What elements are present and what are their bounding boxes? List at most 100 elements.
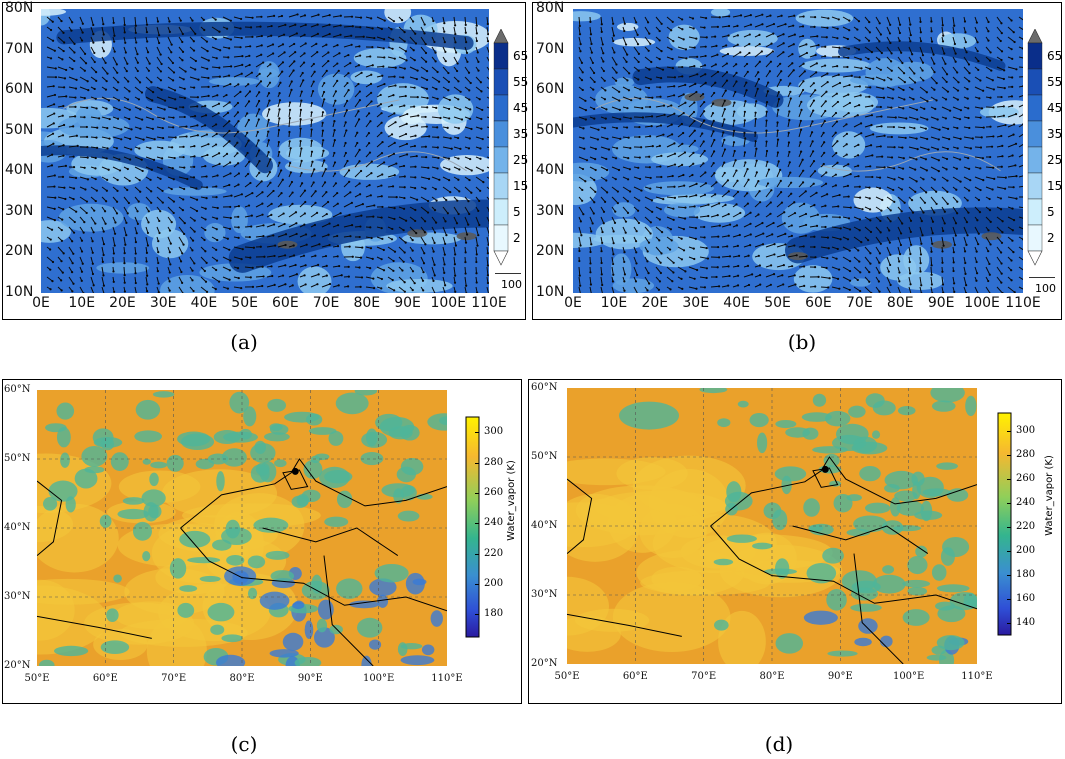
wind-arrow-head <box>404 132 408 136</box>
wind-arrow-head <box>718 16 721 19</box>
wind-arrow <box>464 216 469 225</box>
wind-arrow <box>721 139 725 148</box>
wind-arrow <box>655 226 663 233</box>
wind-arrow <box>244 101 250 108</box>
wind-arrow <box>200 46 208 52</box>
wind-arrow <box>79 226 85 233</box>
wind-arrow-head <box>237 226 240 229</box>
wind-arrow-head <box>717 256 721 259</box>
wind-arrow-head <box>237 236 240 239</box>
wind-arrow-head <box>845 123 848 126</box>
wind-arrow-head <box>911 53 914 56</box>
wind-arrow <box>941 196 949 205</box>
wind-arrow-head <box>931 220 935 223</box>
wind-arrow <box>222 120 230 128</box>
contour-blob <box>668 24 700 50</box>
wind-arrow <box>255 214 263 218</box>
wind-arrow-head <box>482 181 485 184</box>
wind-arrow-head <box>727 265 730 268</box>
wind-arrow-head <box>903 201 906 204</box>
wind-arrow-head <box>437 136 440 139</box>
wind-arrow-head <box>616 190 619 193</box>
wind-arrow-head <box>281 61 285 64</box>
wind-arrow-head <box>204 114 208 117</box>
wind-arrow <box>101 56 107 64</box>
wind-arrow-head <box>207 76 210 80</box>
wind-arrow-head <box>869 230 873 234</box>
wind-arrow-head <box>1011 239 1014 242</box>
wind-arrow-head <box>979 79 982 82</box>
wind-arrow-head <box>370 236 373 240</box>
wind-arrow <box>420 256 425 264</box>
wind-arrow-head <box>322 149 325 152</box>
wind-arrow-head <box>981 157 985 160</box>
wind-arrow-head <box>62 252 65 255</box>
wind-arrow <box>831 16 839 20</box>
wind-arrow-head <box>303 274 306 277</box>
wind-arrow <box>255 235 264 238</box>
wind-arrow <box>941 276 944 285</box>
wind-arrow-head <box>435 87 438 91</box>
wind-arrow-head <box>127 201 130 205</box>
wind-arrow-head <box>424 220 427 223</box>
wind-arrow <box>354 246 363 249</box>
wind-arrow-head <box>693 257 696 261</box>
wind-arrow <box>288 233 297 238</box>
wind-arrow-head <box>291 202 294 205</box>
wind-arrow-head <box>736 284 740 287</box>
wind-arrow-head <box>81 22 84 25</box>
wind-arrow-head <box>695 90 698 94</box>
wind-arrow <box>919 116 928 120</box>
wind-arrow-head <box>107 168 110 171</box>
wind-arrow-head <box>350 201 353 204</box>
wind-field-b <box>573 9 1023 293</box>
wind-arrow-head <box>150 190 153 193</box>
wind-arrow-head <box>704 81 707 84</box>
cloud-region <box>274 459 287 468</box>
wind-arrow-head <box>467 147 471 150</box>
wind-arrow-head <box>835 120 839 123</box>
wind-arrow-head <box>413 59 416 62</box>
wind-arrow-head <box>590 243 593 246</box>
wind-arrow-head <box>964 291 968 293</box>
wind-arrow <box>277 61 284 68</box>
wind-arrow-head <box>714 81 717 84</box>
wind-arrow-head <box>692 110 696 114</box>
wind-arrow-head <box>153 138 156 141</box>
wind-arrow-head <box>623 29 626 33</box>
wind-arrow-head <box>204 228 207 232</box>
wind-arrow-head <box>479 147 482 150</box>
wind-arrow <box>321 201 329 208</box>
wind-arrow <box>908 16 911 25</box>
contour-blob <box>736 103 768 120</box>
wind-arrow-head <box>334 182 338 185</box>
wind-arrow-head <box>304 42 307 45</box>
wind-arrow-head <box>393 141 396 144</box>
wind-arrow-head <box>839 227 842 230</box>
wind-arrow-head <box>954 60 957 63</box>
wind-arrow-head <box>149 147 152 150</box>
wind-arrow <box>886 256 891 266</box>
wind-arrow <box>699 256 709 260</box>
wind-arrow <box>409 155 417 158</box>
wind-arrow-head <box>591 222 594 225</box>
wind-arrow-head <box>824 100 827 103</box>
wind-arrow <box>622 206 629 214</box>
wind-arrow-head <box>637 221 641 225</box>
wind-arrow-head <box>782 51 785 54</box>
wind-arrow-head <box>647 49 650 52</box>
wind-arrow <box>743 24 752 28</box>
wind-arrow-head <box>194 59 197 63</box>
wind-arrow <box>710 214 718 218</box>
wind-arrow <box>688 236 696 240</box>
wind-arrow-head <box>659 165 662 168</box>
wind-arrow-head <box>464 261 467 264</box>
wind-arrow <box>310 273 319 278</box>
wind-arrow-head <box>859 58 862 61</box>
wind-arrow-head <box>782 42 785 45</box>
wind-arrow <box>677 246 685 251</box>
wind-arrow-head <box>712 162 715 165</box>
wind-arrow-head <box>338 52 341 55</box>
contour-blob <box>41 220 71 243</box>
wind-arrow-head <box>380 227 383 230</box>
